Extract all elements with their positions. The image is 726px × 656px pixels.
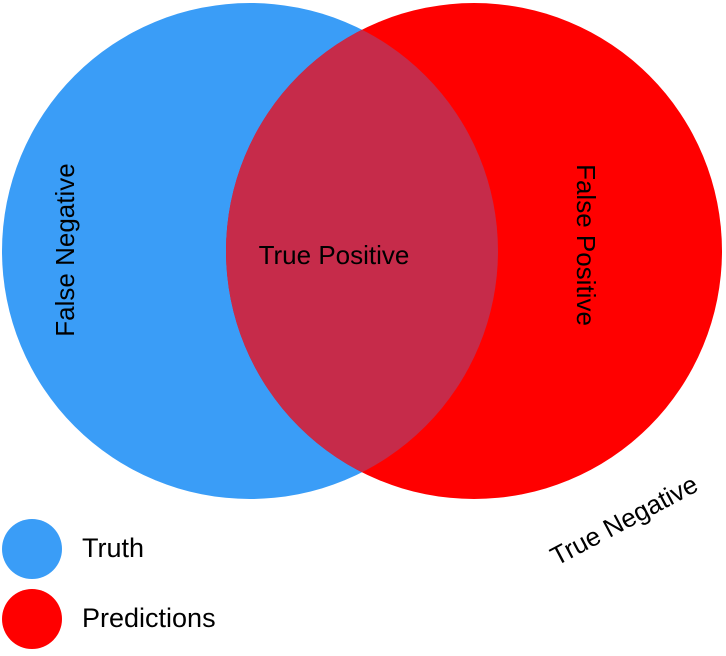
overlap-region: [226, 3, 498, 499]
false-positive-label: False Positive: [571, 164, 601, 326]
truth-legend-label: Truth: [82, 533, 144, 563]
predictions-legend-swatch: [2, 589, 62, 649]
truth-legend-swatch: [2, 519, 62, 579]
legend: Truth Predictions: [2, 519, 216, 649]
predictions-legend-label: Predictions: [82, 603, 216, 633]
legend-item-truth: Truth: [2, 519, 144, 579]
false-negative-label: False Negative: [50, 163, 80, 336]
legend-item-predictions: Predictions: [2, 589, 216, 649]
true-negative-label: True Negative: [545, 469, 702, 572]
true-positive-label: True Positive: [259, 240, 410, 270]
